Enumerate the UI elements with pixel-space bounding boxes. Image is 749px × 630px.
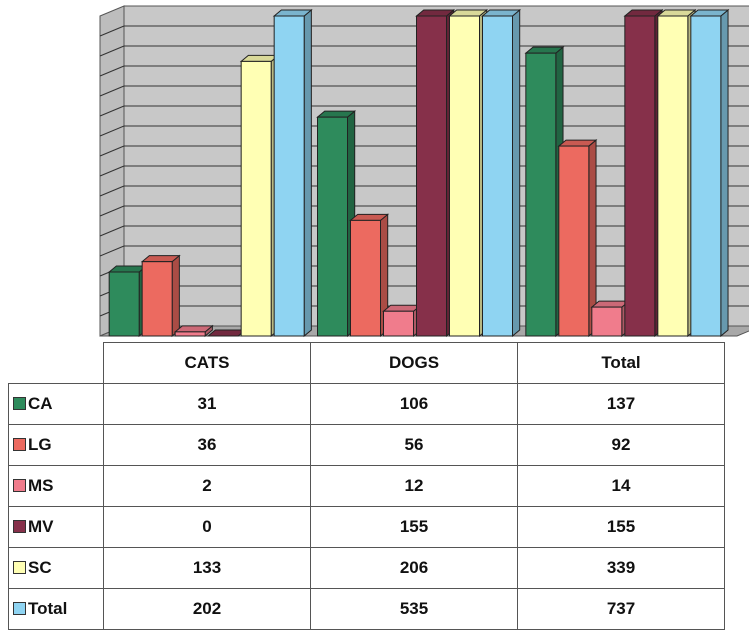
data-cell: 92 <box>517 424 725 466</box>
data-cell: 137 <box>517 383 725 425</box>
bar-lg-dogs <box>349 213 390 338</box>
table-header-row: CATS DOGS Total <box>9 342 725 384</box>
bar-ca-total <box>524 46 565 338</box>
series-name: Total <box>28 599 68 618</box>
legend-entry: LG <box>8 424 104 466</box>
bar-sc-dogs <box>448 8 489 338</box>
bar-ms-cats <box>173 324 214 338</box>
bar-lg-cats <box>140 254 181 338</box>
legend-swatch <box>13 561 26 574</box>
table-row: SC 133 206 339 <box>8 547 725 589</box>
series-name: SC <box>28 558 52 577</box>
data-cell: 206 <box>310 547 518 589</box>
bar-total-cats <box>272 8 313 338</box>
bar-mv-total <box>623 8 664 338</box>
data-cell: 12 <box>310 465 518 507</box>
side-tick <box>99 205 125 217</box>
data-cell: 737 <box>517 588 725 630</box>
table-row: LG 36 56 92 <box>8 424 725 466</box>
bar-mv-cats <box>206 329 247 337</box>
chart-bars <box>107 8 730 338</box>
data-cell: 36 <box>103 424 311 466</box>
table-row: MV 0 155 155 <box>8 506 725 548</box>
category-header: DOGS <box>310 342 518 384</box>
table-row: MS 2 12 14 <box>8 465 725 507</box>
series-name: MV <box>28 517 54 536</box>
data-cell: 133 <box>103 547 311 589</box>
bar-mv-dogs <box>415 8 456 338</box>
data-cell: 2 <box>103 465 311 507</box>
legend-entry: SC <box>8 547 104 589</box>
data-cell: 14 <box>517 465 725 507</box>
side-tick <box>99 85 125 97</box>
table-corner <box>9 343 104 384</box>
legend-swatch <box>13 438 26 451</box>
data-cell: 155 <box>517 506 725 548</box>
data-cell: 202 <box>103 588 311 630</box>
bar-ca-cats <box>107 264 148 338</box>
data-cell: 31 <box>103 383 311 425</box>
side-tick <box>99 165 125 177</box>
bar-total-total <box>689 8 730 338</box>
legend-entry: Total <box>8 588 104 630</box>
series-name: CA <box>28 394 53 413</box>
bar-lg-total <box>557 138 598 338</box>
bar-ms-total <box>590 300 631 338</box>
side-tick <box>99 65 125 77</box>
data-cell: 56 <box>310 424 518 466</box>
legend-entry: CA <box>8 383 104 425</box>
series-name: LG <box>28 435 52 454</box>
bar-ca-dogs <box>316 110 357 338</box>
data-cell: 535 <box>310 588 518 630</box>
bar-sc-cats <box>239 54 280 338</box>
side-tick <box>99 125 125 137</box>
side-tick <box>99 145 125 157</box>
side-tick <box>99 185 125 197</box>
side-tick <box>99 45 125 57</box>
legend-swatch <box>13 602 26 615</box>
bar-ms-dogs <box>382 304 423 338</box>
series-name: MS <box>28 476 54 495</box>
legend-swatch <box>13 397 26 410</box>
legend-entry: MS <box>8 465 104 507</box>
bar-total-dogs <box>481 8 522 338</box>
table-row: CA 31 106 137 <box>8 383 725 425</box>
side-tick <box>99 25 125 37</box>
side-tick <box>99 225 125 237</box>
bar-sc-total <box>656 8 697 338</box>
data-cell: 0 <box>103 506 311 548</box>
legend-swatch <box>13 520 26 533</box>
data-cell: 339 <box>517 547 725 589</box>
data-table: CATS DOGS Total CA 31 106 137 LG 36 56 9… <box>8 342 725 630</box>
table-row: Total 202 535 737 <box>8 588 725 630</box>
data-cell: 106 <box>310 383 518 425</box>
side-tick <box>99 245 125 257</box>
category-header: CATS <box>103 342 311 384</box>
legend-swatch <box>13 479 26 492</box>
legend-entry: MV <box>8 506 104 548</box>
side-tick <box>99 105 125 117</box>
data-cell: 155 <box>310 506 518 548</box>
chart-area <box>99 5 749 338</box>
category-header: Total <box>517 342 725 384</box>
